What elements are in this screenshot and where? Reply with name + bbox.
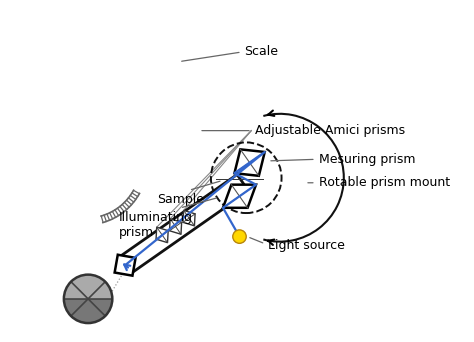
Wedge shape	[64, 275, 112, 299]
Text: Scale: Scale	[182, 45, 279, 61]
Text: Light source: Light source	[250, 238, 345, 251]
Text: Illuminating
prism: Illuminating prism	[118, 198, 217, 239]
Text: Sample: Sample	[157, 181, 220, 206]
Text: Adjustable Amici prisms: Adjustable Amici prisms	[202, 124, 405, 137]
Text: Mesuring prism: Mesuring prism	[271, 153, 415, 166]
Wedge shape	[64, 299, 112, 323]
Polygon shape	[115, 255, 136, 276]
Polygon shape	[235, 149, 265, 176]
Polygon shape	[119, 174, 249, 274]
Text: Rotable prism mount: Rotable prism mount	[308, 176, 450, 189]
Polygon shape	[183, 210, 195, 226]
Polygon shape	[156, 227, 168, 242]
Polygon shape	[223, 185, 256, 208]
Circle shape	[233, 230, 246, 244]
Polygon shape	[170, 219, 182, 234]
